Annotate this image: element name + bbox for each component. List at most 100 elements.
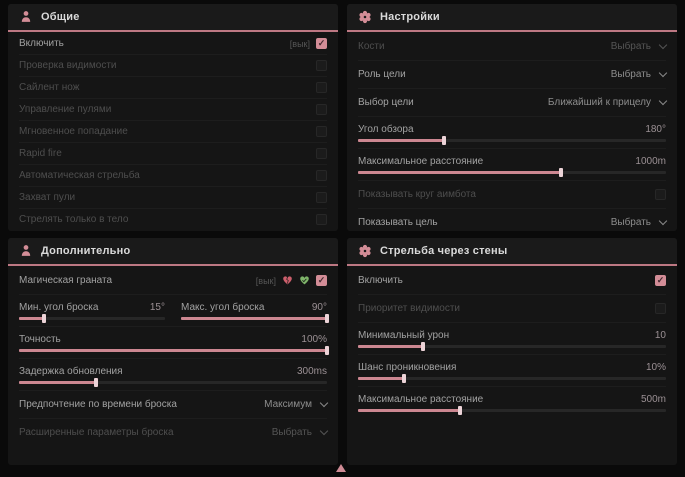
chevron-down-icon [319,398,329,408]
min-throw-angle-value: 15° [149,301,165,313]
row-max-throw-angle: Макс. угол броска 90° [181,295,329,326]
visibility-check-checkbox[interactable] [316,60,327,71]
row-target-selection: Выбор цели Ближайший к прицелу [358,89,668,117]
panel-title: Стрельба через стены [380,245,508,257]
row-auto-shoot: Автоматическая стрельба [19,165,327,187]
row-rapid-fire: Rapid fire [19,143,327,165]
panel-title: Общие [41,11,80,23]
enable-wallshoot-checkbox[interactable]: ✓ [655,275,666,286]
gear-icon [359,244,371,258]
row-body-only: Стрелять только в тело [19,209,327,230]
panel-additional-header: Дополнительно [8,238,338,266]
slider-handle[interactable] [442,135,447,145]
advanced-throw-params-dropdown[interactable]: Выбрать [272,426,329,438]
keybind-label: [вык] [289,38,310,49]
panel-title: Настройки [380,11,440,23]
show-target-dropdown[interactable]: Выбрать [611,216,668,228]
min-throw-angle-slider[interactable] [19,313,165,323]
row-instant-hit: Мгновенное попадание [19,121,327,143]
body-only-checkbox[interactable] [316,214,327,225]
max-distance-walls-value: 500m [640,393,666,405]
fov-slider[interactable] [358,135,666,145]
chevron-down-icon [658,40,668,50]
row-bones: Кости Выбрать [358,33,668,61]
slider-handle[interactable] [402,373,407,383]
panel-walls-header: Стрельба через стены [347,238,677,266]
panel-settings: Настройки Кости Выбрать Роль цели Выбрат… [347,4,677,231]
throw-time-preference-dropdown[interactable]: Максимум [264,398,329,410]
panel-title: Дополнительно [41,245,131,257]
row-throw-time-preference: Предпочтение по времени броска Максимум [19,391,329,419]
panel-general-header: Общие [8,4,338,32]
row-accuracy: Точность 100% [19,327,329,359]
row-min-damage: Минимальный урон 10 [358,323,666,355]
panel-walls: Стрельба через стены Включить ✓ Приорите… [347,238,677,465]
bullet-control-checkbox[interactable] [316,104,327,115]
target-selection-dropdown[interactable]: Ближайший к прицелу [548,96,668,108]
max-distance-walls-slider[interactable] [358,405,666,415]
bullet-capture-checkbox[interactable] [316,192,327,203]
row-enable: Включить [вык] ✓ [19,33,327,55]
row-magic-grenade: Магическая граната [вык] ✓ [19,267,327,295]
magic-grenade-checkbox[interactable]: ✓ [316,275,327,286]
row-silent-knife: Сайлент нож [19,77,327,99]
row-update-delay: Задержка обновления 300ms [19,359,327,391]
slider-handle[interactable] [559,167,564,177]
silent-knife-checkbox[interactable] [316,82,327,93]
accuracy-slider[interactable] [19,345,329,355]
min-damage-slider[interactable] [358,341,666,351]
row-advanced-throw-params: Расширенные параметры броска Выбрать [19,419,329,446]
update-delay-value: 300ms [296,365,327,377]
fov-value: 180° [645,123,666,135]
chevron-down-icon [658,68,668,78]
chevron-down-icon [658,96,668,106]
row-max-distance: Максимальное расстояние 1000m [358,149,666,181]
auto-shoot-checkbox[interactable] [316,170,327,181]
accuracy-value: 100% [301,333,327,345]
max-distance-value: 1000m [635,155,666,167]
slider-handle[interactable] [41,313,46,323]
row-show-aimbot-circle: Показывать круг аимбота [358,181,666,209]
slider-handle[interactable] [325,313,329,323]
row-throw-angles: Мин. угол броска 15° Макс. угол броска 9… [19,295,329,327]
target-role-dropdown[interactable]: Выбрать [611,68,668,80]
enable-checkbox[interactable]: ✓ [316,38,327,49]
check-icon: ✓ [656,275,665,285]
row-bullet-capture: Захват пули [19,187,327,209]
row-max-distance-walls: Максимальное расстояние 500m [358,387,666,418]
show-aimbot-circle-checkbox[interactable] [655,189,666,200]
rapid-fire-checkbox[interactable] [316,148,327,159]
keybind-label: [вык] [255,275,276,286]
person-icon [21,245,31,256]
check-icon: ✓ [317,275,326,285]
max-throw-angle-slider[interactable] [181,313,329,323]
penetration-chance-value: 10% [645,361,666,373]
panel-additional: Дополнительно Магическая граната [вык] ✓… [8,238,338,465]
row-target-role: Роль цели Выбрать [358,61,668,89]
person-icon [21,11,31,22]
heart-red-icon[interactable] [282,275,293,286]
slider-handle[interactable] [457,405,462,415]
slider-handle[interactable] [94,377,98,387]
slider-handle[interactable] [420,341,425,351]
row-min-throw-angle: Мин. угол броска 15° [19,295,165,326]
bones-dropdown[interactable]: Выбрать [611,40,668,52]
heart-green-icon[interactable] [299,275,310,286]
penetration-chance-slider[interactable] [358,373,666,383]
visibility-priority-checkbox[interactable] [655,303,666,314]
panel-general: Общие Включить [вык] ✓ Проверка видимост… [8,4,338,231]
update-delay-slider[interactable] [19,377,327,387]
check-icon: ✓ [317,38,326,48]
slider-handle[interactable] [325,345,329,355]
max-distance-slider[interactable] [358,167,666,177]
instant-hit-checkbox[interactable] [316,126,327,137]
min-damage-value: 10 [654,329,666,341]
chevron-down-icon [658,216,668,226]
row-penetration-chance: Шанс проникновения 10% [358,355,666,387]
row-bullet-control: Управление пулями [19,99,327,121]
row-fov: Угол обзора 180° [358,117,666,149]
row-show-target: Показывать цель Выбрать [358,209,668,236]
max-throw-angle-value: 90° [311,301,327,313]
cursor-arrow-icon [336,464,346,472]
row-enable-wallshoot: Включить ✓ [358,267,666,295]
